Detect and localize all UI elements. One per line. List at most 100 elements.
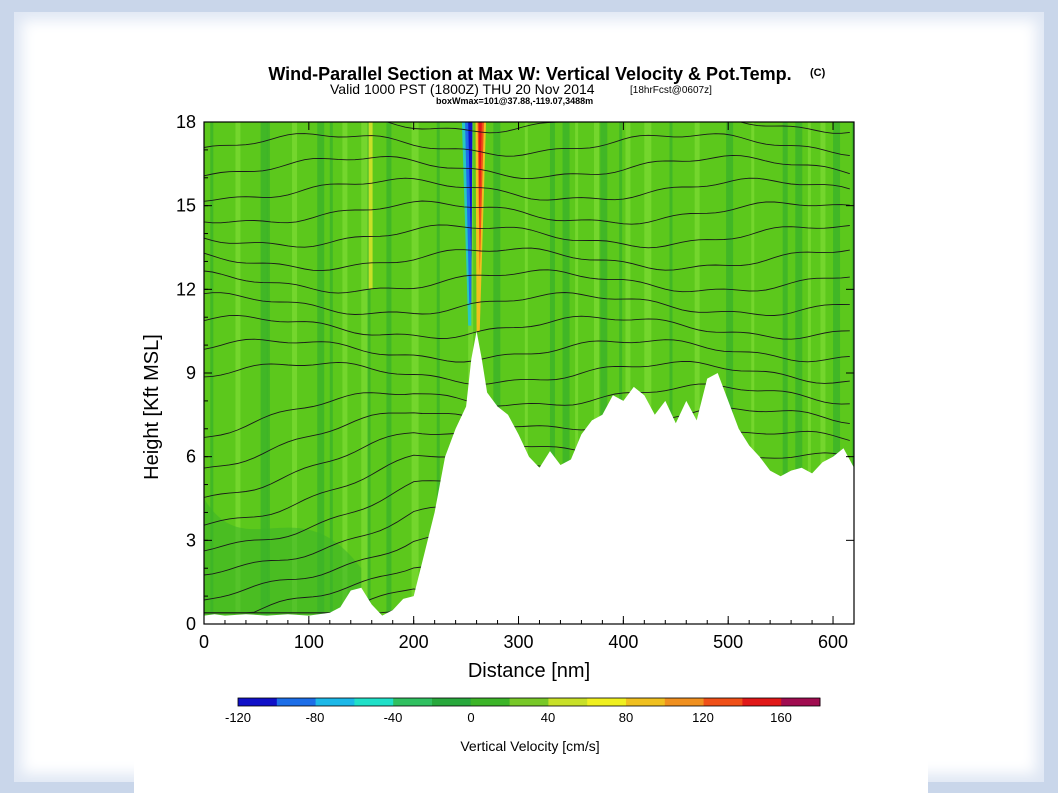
plot-area: 0 100 200 300 400 500 600 0 3 6 9 12 15 18 bbox=[176, 112, 855, 652]
field-streak bbox=[562, 122, 570, 624]
chart-title: Wind-Parallel Section at Max W: Vertical… bbox=[268, 64, 791, 84]
field-streak bbox=[625, 122, 631, 624]
field-streak bbox=[600, 122, 608, 624]
colorbar-swatch bbox=[315, 698, 355, 706]
colorbar-label: -80 bbox=[306, 710, 325, 725]
field-streak bbox=[329, 122, 333, 624]
colorbar-label: -40 bbox=[384, 710, 403, 725]
colorbar-swatch bbox=[276, 698, 317, 706]
chart-subtitle: Valid 1000 PST (1800Z) THU 20 Nov 2014 bbox=[330, 81, 595, 97]
theta-contour bbox=[204, 360, 850, 386]
theta-contour bbox=[204, 177, 850, 202]
colorbar-label: 120 bbox=[692, 710, 714, 725]
y-tick-label: 18 bbox=[176, 112, 196, 132]
y-tick-label: 12 bbox=[176, 279, 196, 299]
colorbar-swatch bbox=[354, 698, 394, 706]
colorbar-swatch bbox=[238, 698, 278, 706]
downdraft-core bbox=[468, 122, 473, 262]
chart-title-mark: (C) bbox=[810, 67, 826, 79]
field-streak bbox=[493, 122, 501, 624]
x-tick-label: 500 bbox=[713, 632, 743, 652]
y-tick-label: 6 bbox=[186, 447, 196, 467]
y-axis-title: Height [Kft MSL] bbox=[141, 334, 163, 480]
field-streak bbox=[411, 122, 419, 624]
colorbar-title: Vertical Velocity [cm/s] bbox=[460, 738, 599, 754]
field-streak bbox=[594, 122, 599, 624]
field-streak bbox=[644, 122, 652, 624]
chart-slide: Wind-Parallel Section at Max W: Vertical… bbox=[134, 34, 928, 793]
field-streak bbox=[833, 122, 841, 624]
y-tick-label: 0 bbox=[186, 614, 196, 634]
field-streak bbox=[266, 122, 270, 624]
colorbar-swatch bbox=[509, 698, 549, 706]
field-streak bbox=[317, 122, 325, 624]
colorbar-swatch bbox=[664, 698, 705, 706]
theta-contour bbox=[204, 247, 850, 272]
x-tick-label: 0 bbox=[199, 632, 209, 652]
colorbar-swatch bbox=[548, 698, 588, 706]
x-tick-label: 600 bbox=[818, 632, 848, 652]
theta-contour bbox=[204, 224, 850, 249]
field-streak bbox=[726, 122, 734, 624]
theta-contour bbox=[204, 292, 850, 316]
theta-contour bbox=[204, 154, 850, 180]
chart-subtitle-2: boxWmax=101@37.88,-119.07,3488m bbox=[436, 96, 593, 106]
theta-contours bbox=[204, 122, 850, 614]
colorbar-swatch bbox=[626, 698, 666, 706]
field-streak bbox=[235, 122, 241, 624]
field-streak bbox=[782, 122, 788, 624]
field-streak bbox=[795, 122, 803, 624]
field-yellow-streak bbox=[368, 122, 373, 290]
colorbar: -120 -80 -40 0 40 80 120 160 bbox=[225, 697, 821, 725]
colorbar-label: 160 bbox=[770, 710, 792, 725]
field-streak bbox=[361, 122, 369, 624]
field-streak bbox=[619, 122, 623, 624]
field-streak bbox=[549, 122, 555, 624]
colorbar-label: 40 bbox=[541, 710, 555, 725]
field-streak bbox=[669, 122, 673, 624]
velocity-field bbox=[204, 122, 854, 624]
field-streak bbox=[694, 122, 700, 624]
colorbar-label: 80 bbox=[619, 710, 633, 725]
field-streak bbox=[292, 122, 298, 624]
field-streak bbox=[260, 122, 268, 624]
colorbar-swatch bbox=[781, 698, 821, 706]
colorbar-swatch bbox=[470, 698, 511, 706]
updraft-core bbox=[478, 122, 482, 220]
colorbar-frame bbox=[237, 697, 821, 707]
theta-contour bbox=[204, 269, 850, 294]
colorbar-swatch bbox=[703, 698, 743, 706]
y-tick-label: 3 bbox=[186, 530, 196, 550]
field-lowlevel-band bbox=[204, 498, 362, 624]
field-streak bbox=[342, 122, 348, 624]
theta-contour bbox=[204, 133, 850, 157]
field-streak bbox=[807, 122, 811, 624]
colorbar-label: -120 bbox=[225, 710, 251, 725]
x-axis-title: Distance [nm] bbox=[468, 660, 590, 682]
colorbar-swatch bbox=[393, 698, 433, 706]
x-tick-label: 200 bbox=[399, 632, 429, 652]
colorbar-label: 0 bbox=[467, 710, 474, 725]
theta-contour bbox=[204, 314, 850, 340]
field-streak bbox=[751, 122, 755, 624]
field-streak bbox=[820, 122, 826, 624]
field-streak bbox=[367, 122, 371, 624]
x-tick-label: 100 bbox=[294, 632, 324, 652]
field-streak bbox=[436, 122, 440, 624]
field-streak bbox=[524, 122, 528, 624]
x-tick-label: 400 bbox=[608, 632, 638, 652]
theta-contour bbox=[204, 338, 850, 363]
theta-contour bbox=[204, 200, 850, 225]
y-tick-label: 15 bbox=[176, 196, 196, 216]
theta-contour bbox=[204, 407, 850, 469]
theta-contour bbox=[204, 383, 850, 438]
field-streak bbox=[575, 122, 579, 624]
colorbar-swatch bbox=[742, 698, 782, 706]
colorbar-swatch bbox=[587, 698, 627, 706]
colorbar-swatch bbox=[432, 698, 472, 706]
x-tick-label: 300 bbox=[503, 632, 533, 652]
theta-contour bbox=[204, 430, 850, 498]
chart-svg: Wind-Parallel Section at Max W: Vertical… bbox=[141, 64, 855, 754]
y-tick-label: 9 bbox=[186, 363, 196, 383]
chart-subtitle-tag: [18hrFcst@0607z] bbox=[630, 85, 712, 96]
